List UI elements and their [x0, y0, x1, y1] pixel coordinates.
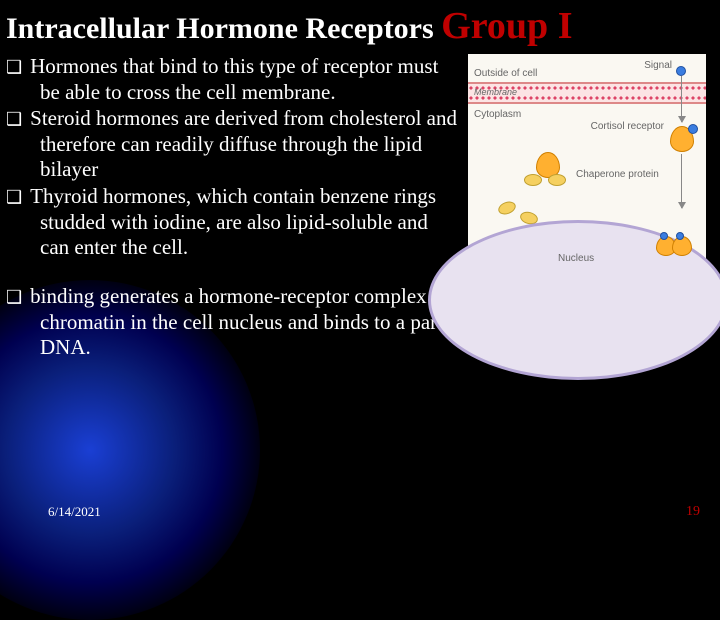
title-main: Intracellular Hormone Receptors [6, 12, 434, 45]
upper-row: Hormones that bind to this type of recep… [6, 54, 706, 270]
label-chaperone: Chaperone protein [576, 170, 659, 181]
bullet-item: Steroid hormones are derived from choles… [6, 106, 460, 183]
arrow-icon [681, 154, 682, 208]
label-cytoplasm: Cytoplasm [474, 109, 521, 120]
footer-page-number: 19 [686, 504, 700, 520]
label-cortisol: Cortisol receptor [591, 122, 664, 133]
footer-date: 6/14/2021 [48, 504, 101, 520]
label-signal: Signal [644, 60, 672, 71]
slide-content: Intracellular Hormone Receptors Group I … [0, 0, 720, 540]
slide-title: Intracellular Hormone Receptors Group I [6, 4, 706, 48]
signal-dot-icon [688, 124, 698, 134]
bullet-item: Thyroid hormones, which contain benzene … [6, 184, 460, 261]
bullet-item: Hormones that bind to this type of recep… [6, 54, 460, 105]
signal-dot-icon [676, 232, 684, 240]
chaperone-icon [496, 199, 517, 216]
cell-diagram: Signal Outside of cell Membrane Cytoplas… [468, 54, 706, 270]
bullet-list-upper: Hormones that bind to this type of recep… [6, 54, 460, 262]
arrow-icon [681, 76, 682, 122]
chaperone-icon [524, 174, 542, 186]
title-group: Group I [441, 5, 572, 47]
chaperone-icon [548, 174, 566, 186]
label-nucleus: Nucleus [558, 253, 594, 264]
signal-dot-icon [676, 66, 686, 76]
label-outside: Outside of cell [474, 68, 537, 79]
label-membrane: Membrane [474, 87, 517, 97]
signal-dot-icon [660, 232, 668, 240]
